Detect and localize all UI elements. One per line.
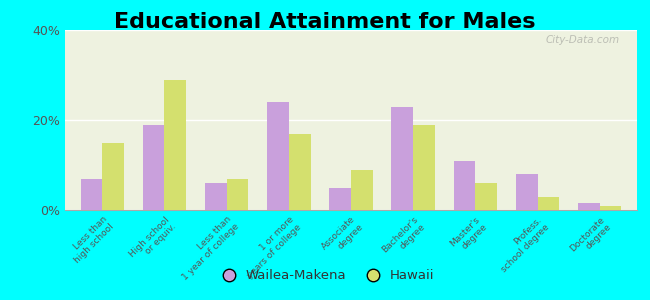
Bar	[413, 124, 435, 210]
Bar	[102, 142, 124, 210]
Text: City-Data.com: City-Data.com	[546, 35, 620, 45]
Bar	[267, 102, 289, 210]
Bar	[289, 134, 311, 210]
Bar	[164, 80, 187, 210]
Bar	[600, 206, 621, 210]
Bar	[143, 124, 164, 210]
Bar	[205, 183, 227, 210]
Bar	[227, 178, 248, 210]
Bar	[391, 106, 413, 210]
Bar	[454, 160, 475, 210]
Bar	[578, 203, 600, 210]
Legend: Wailea-Makena, Hawaii: Wailea-Makena, Hawaii	[210, 264, 440, 287]
Bar	[475, 183, 497, 210]
Bar	[330, 188, 351, 210]
Bar	[538, 196, 559, 210]
Bar	[351, 169, 372, 210]
Bar	[515, 174, 538, 210]
Bar	[81, 178, 102, 210]
Text: Educational Attainment for Males: Educational Attainment for Males	[114, 12, 536, 32]
